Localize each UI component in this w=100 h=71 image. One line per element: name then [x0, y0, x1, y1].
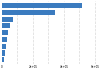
- Bar: [2, 37, 7, 42]
- Bar: [2, 10, 55, 15]
- Bar: [2, 30, 8, 35]
- Bar: [2, 17, 13, 22]
- Bar: [2, 3, 82, 8]
- Bar: [2, 23, 10, 28]
- Bar: [2, 50, 5, 56]
- Bar: [2, 57, 4, 62]
- Bar: [2, 44, 6, 49]
